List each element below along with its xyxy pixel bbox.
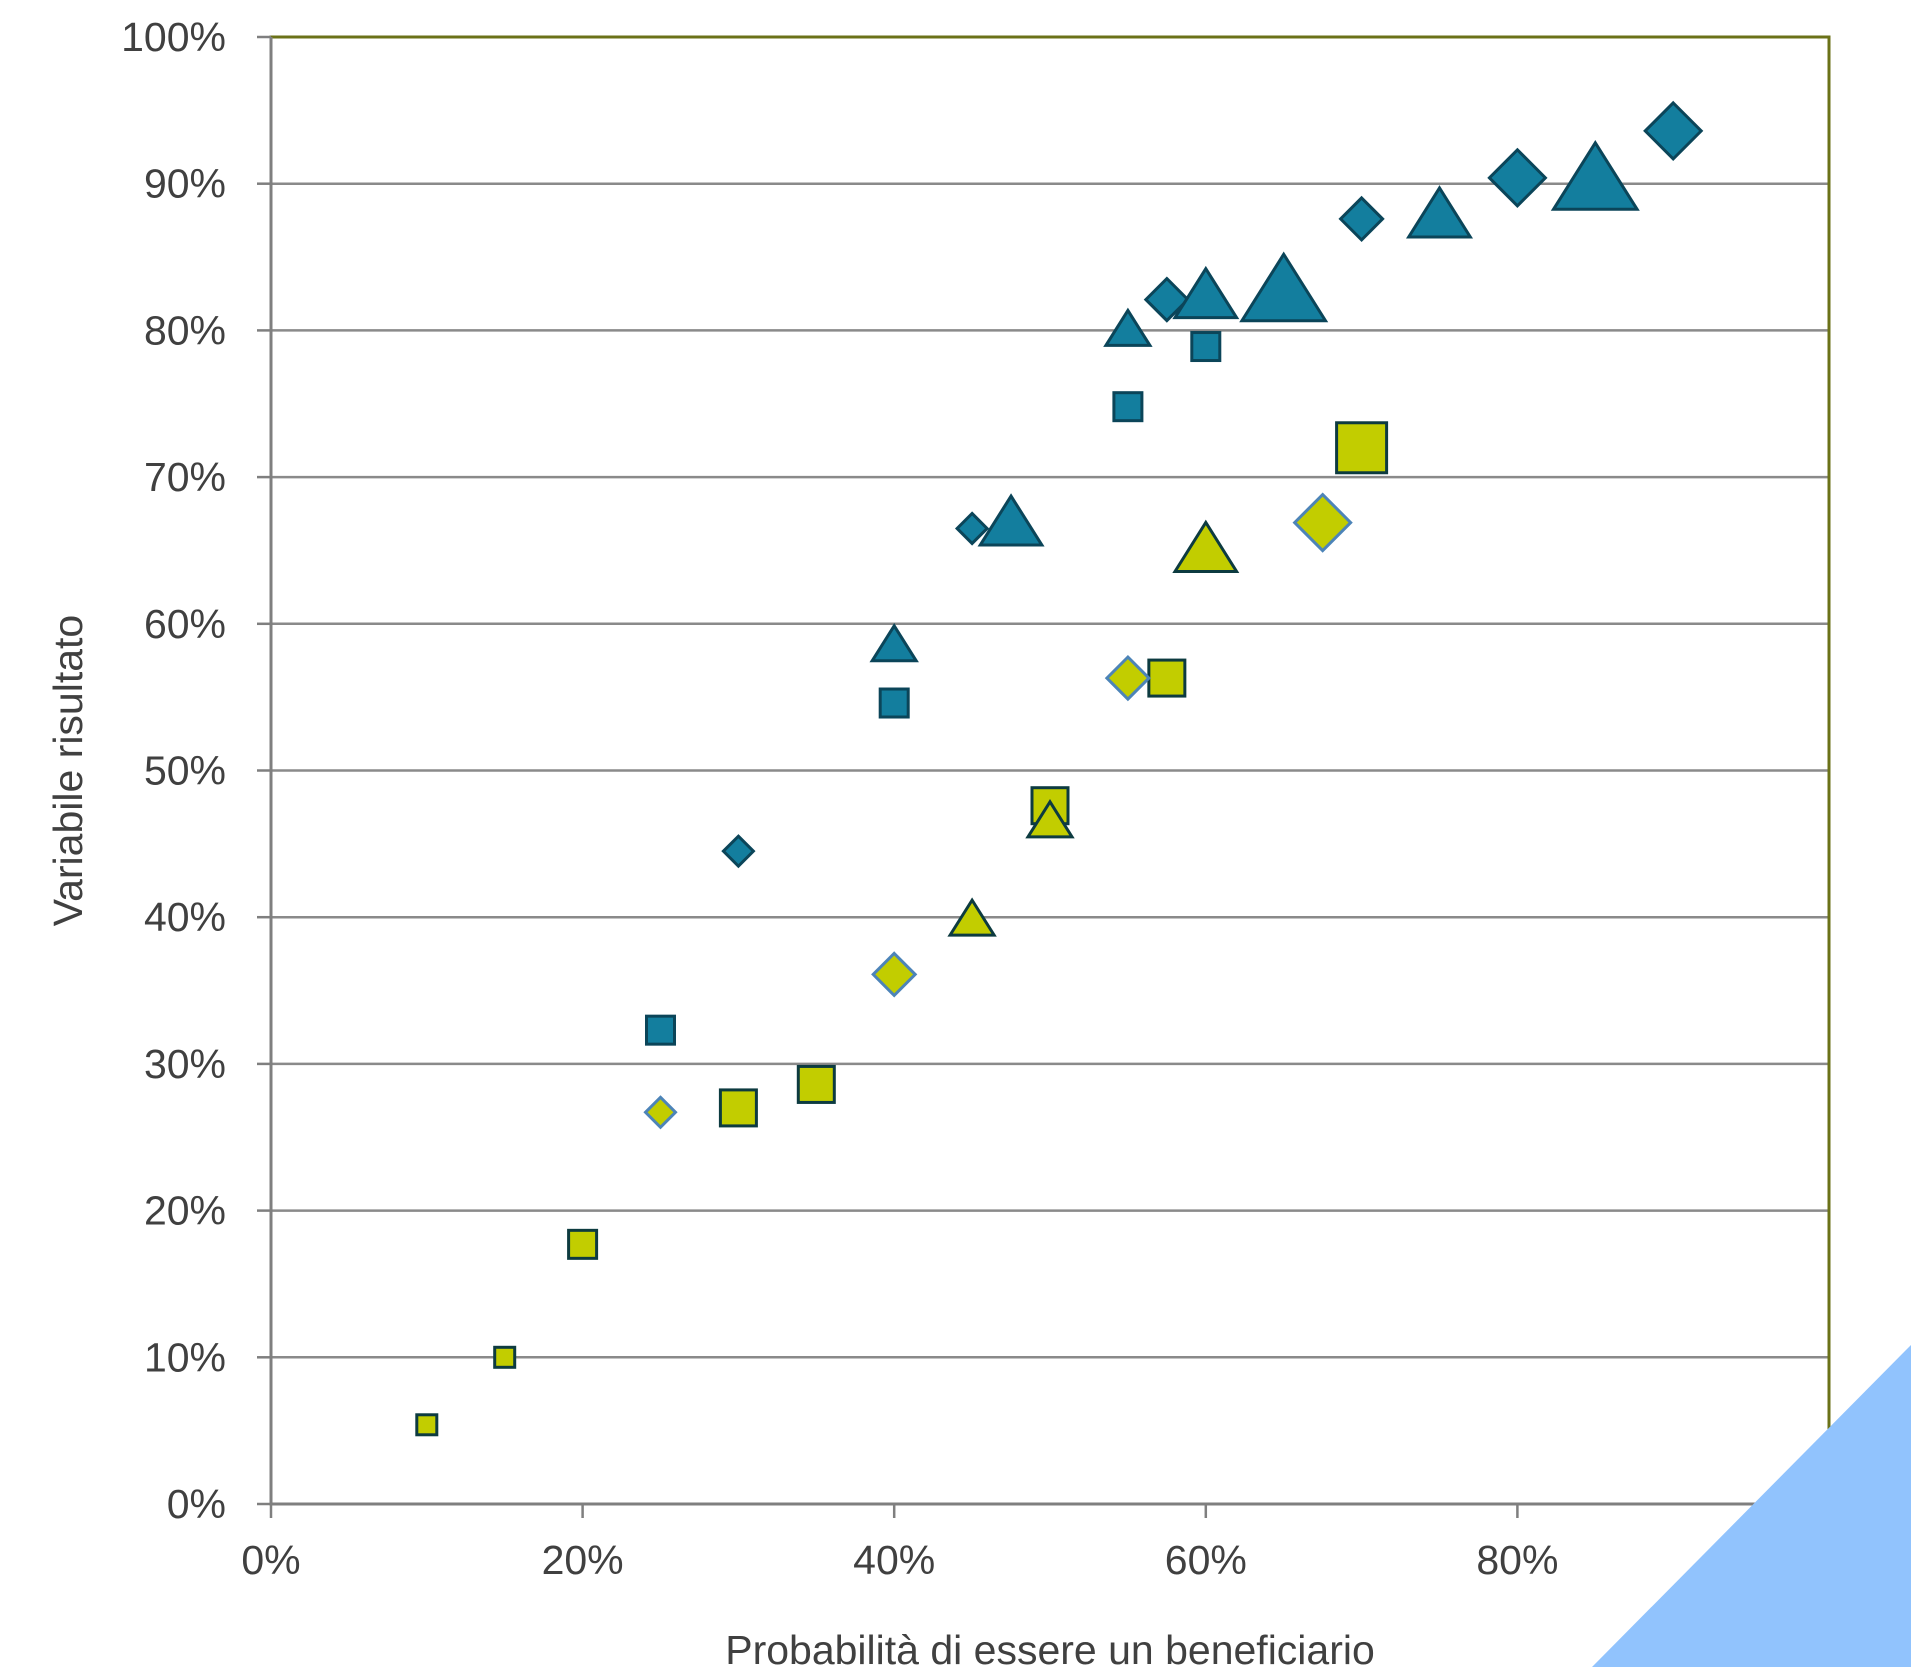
blue-diamond-point [954,511,990,546]
blue-square-point [878,687,910,719]
x-tick-label: 40% [853,1537,935,1583]
gridlines [271,182,1829,1359]
blue-triangle-point [977,493,1045,547]
blue-square-point [1190,331,1222,363]
y-axis-title: Variabile risultato [45,615,91,926]
y-tick-label: 90% [144,161,226,207]
green-square-point [493,1345,517,1369]
y-tick-label: 60% [144,601,226,647]
y-tick-label: 100% [121,14,226,60]
y-tick-label: 30% [144,1041,226,1087]
green-square-point [1335,421,1389,475]
green-triangle-point [947,897,997,937]
x-tick-label: 20% [542,1537,624,1583]
green-diamond-point [871,951,918,998]
y-tick-label: 50% [144,748,226,794]
green-square-point [796,1064,836,1104]
tick-labels: 0% 10% 20% 30% 40% 50% 60% 70% 80% 90% 100% 0% 20% 40… [121,14,1881,1583]
axes [257,35,1831,1518]
green-diamond-point [1104,654,1152,702]
green-diamond-point [1292,492,1353,553]
green-triangle-point [1172,519,1240,573]
y-tick-label: 40% [144,894,226,940]
green-square-point [567,1228,599,1260]
blue-diamond-point [1487,147,1548,208]
blue-triangle-point [869,622,919,663]
x-axis-title: Probabilità di essere un beneficiario [725,1627,1375,1667]
y-tick-label: 20% [144,1188,226,1234]
blue-diamond-point [721,834,756,869]
blue-square-point [645,1014,676,1046]
blue-triangle-point [1550,139,1640,211]
data-points [415,100,1704,1437]
green-diamond-point [643,1095,678,1130]
blue-square-point [1112,391,1144,423]
blue-triangle-point [1405,185,1474,239]
blue-triangle-point [1239,251,1329,323]
corner-decoration [1592,1345,1911,1667]
blue-triangle-point [1172,265,1240,320]
x-tick-label: 60% [1165,1537,1247,1583]
x-tick-label: 0% [241,1537,300,1583]
green-square-point [718,1088,758,1128]
blue-triangle-point [1103,307,1153,347]
x-tick-label: 80% [1476,1537,1558,1583]
blue-diamond-point [1143,276,1190,323]
blue-diamond-point [1643,100,1704,162]
green-triangle-point [1025,799,1075,839]
green-square-point [1147,658,1187,698]
y-tick-label: 80% [144,307,226,353]
y-tick-label: 0% [167,1481,226,1527]
y-tick-label: 10% [144,1334,226,1380]
y-tick-label: 70% [144,454,226,500]
green-square-point [415,1413,439,1437]
blue-diamond-point [1338,195,1385,243]
